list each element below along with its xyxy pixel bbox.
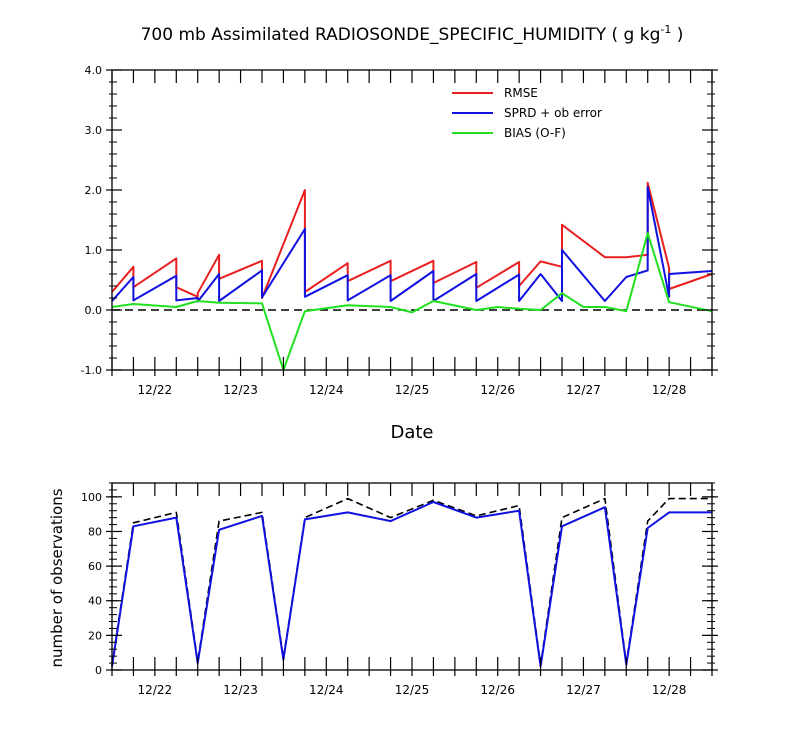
top-y-tick-label-1-0: -1.0	[81, 364, 102, 377]
bottom-series-group	[111, 497, 712, 668]
top-date-label-12-26: 12/26	[480, 383, 515, 397]
top-date-label-12-28: 12/28	[652, 383, 687, 397]
bottom-date-label-12-22: 12/22	[138, 683, 173, 697]
y-axis-label-observations: number of observations	[48, 488, 66, 667]
bottom-date-label-12-26: 12/26	[480, 683, 515, 697]
chart-title: 700 mb Assimilated RADIOSONDE_SPECIFIC_H…	[141, 23, 684, 45]
top-series-group	[111, 181, 713, 371]
top-plot: 12/22 12/23 12/24 12/25 12/26 12/27 12/28 4.0 3.…	[81, 64, 718, 397]
bottom-date-label-12-28: 12/28	[652, 683, 687, 697]
top-y-tick-label-2-0: 2.0	[85, 184, 103, 197]
bottom-y-tick-label-0: 0	[95, 664, 102, 677]
title-units-exponent: -1	[660, 23, 671, 36]
legend-label-rmse: RMSE	[504, 86, 538, 100]
top-y-tick-label-0-0: 0.0	[85, 304, 103, 317]
bottom-series-assimilated	[111, 501, 712, 668]
bottom-plot: 12/22 12/23 12/24 12/25 12/26 12/27 12/28 100 80…	[81, 482, 718, 697]
x-axis-label: Date	[390, 422, 433, 443]
top-date-label-12-24: 12/24	[309, 383, 344, 397]
top-y-tick-label-4-0: 4.0	[85, 64, 103, 77]
legend-label-sprd-ob-error: SPRD + ob error	[504, 106, 602, 120]
bottom-y-tick-label-80: 80	[88, 525, 102, 538]
bottom-date-label-12-25: 12/25	[395, 683, 430, 697]
bottom-date-label-12-23: 12/23	[223, 683, 258, 697]
bottom-y-tick-label-40: 40	[88, 595, 102, 608]
chart-title-text: 700 mb Assimilated RADIOSONDE_SPECIFIC_H…	[141, 25, 661, 45]
top-date-label-12-22: 12/22	[138, 383, 173, 397]
bottom-date-label-12-24: 12/24	[309, 683, 344, 697]
top-y-tick-label-1-0: 1.0	[85, 244, 103, 257]
top-series-bias-o-f	[111, 232, 713, 371]
bottom-y-tick-label-100: 100	[81, 491, 102, 504]
bottom-y-tick-label-20: 20	[88, 629, 102, 642]
top-y-tick-label-3-0: 3.0	[85, 124, 103, 137]
bottom-axis-ticks: 12/22 12/23 12/24 12/25 12/26 12/27 12/28 100 80…	[81, 482, 718, 697]
legend-label-bias-o-f: BIAS (O-F)	[504, 126, 566, 140]
top-date-label-12-27: 12/27	[566, 383, 601, 397]
legend: RMSE SPRD + ob error BIAS (O-F)	[452, 86, 602, 140]
top-date-label-12-23: 12/23	[223, 383, 258, 397]
top-date-label-12-25: 12/25	[395, 383, 430, 397]
top-plot-frame	[111, 69, 713, 371]
bottom-y-tick-label-60: 60	[88, 560, 102, 573]
bottom-series-possible	[111, 497, 712, 666]
bottom-date-label-12-27: 12/27	[566, 683, 601, 697]
title-close: )	[671, 25, 683, 45]
top-series-sprd-ob-error	[111, 186, 713, 303]
top-axis-ticks: 12/22 12/23 12/24 12/25 12/26 12/27 12/28 4.0 3.…	[81, 64, 718, 397]
